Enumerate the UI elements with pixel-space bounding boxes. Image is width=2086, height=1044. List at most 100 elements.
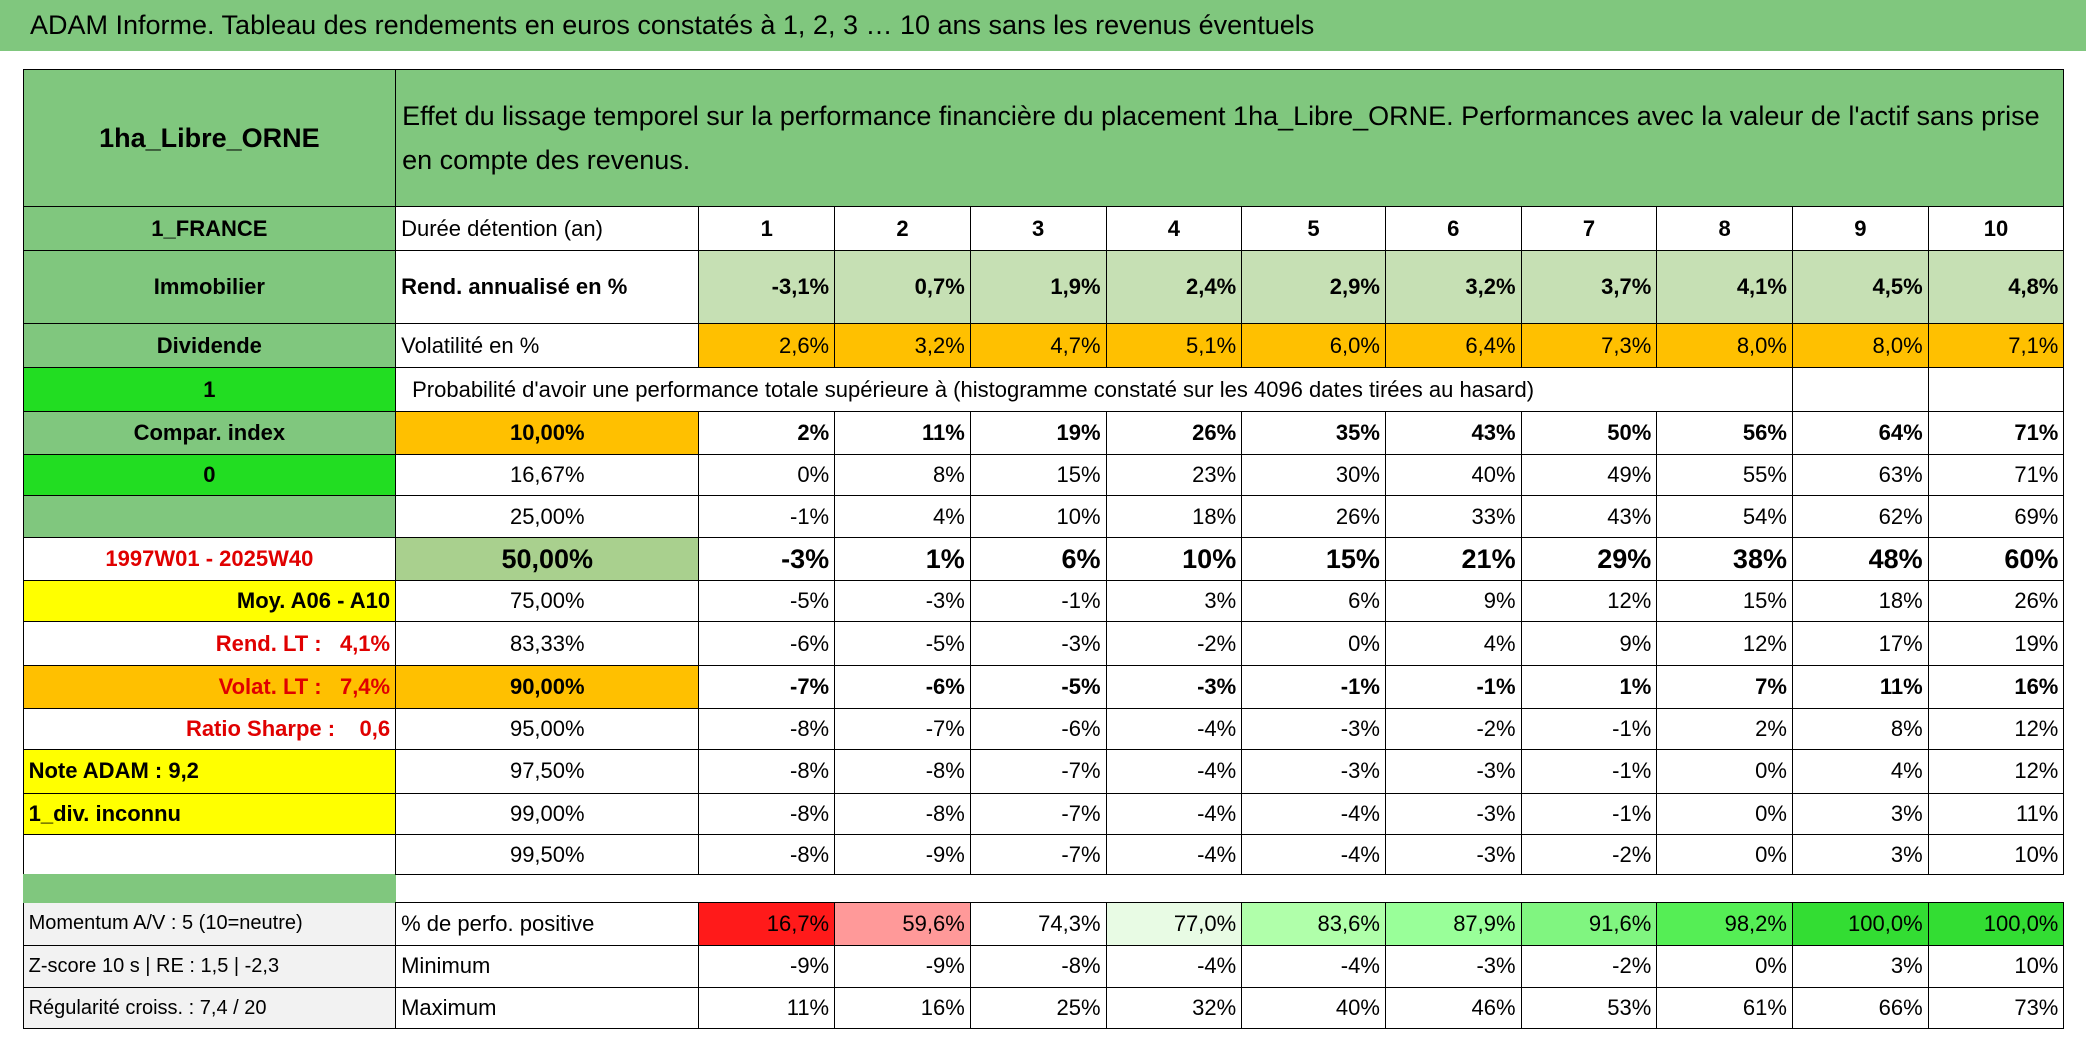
value-cell: 43% [1384, 411, 1522, 455]
value-cell: -4% [1105, 834, 1243, 876]
value-cell: 73% [1927, 987, 2065, 1030]
value-cell: 53% [1520, 987, 1658, 1030]
value-cell: 19% [969, 411, 1107, 455]
value-cell: -8% [698, 792, 836, 836]
row-label: 97,50% [395, 748, 700, 794]
side-cell: Ratio Sharpe : 0,6 [22, 707, 397, 750]
value-cell: 3,7% [1520, 250, 1658, 325]
value-cell: 33% [1384, 494, 1522, 539]
title-bar: ADAM Informe. Tableau des rendements en … [0, 0, 2086, 51]
value-cell: 26% [1927, 580, 2065, 623]
value-cell: -9% [834, 944, 971, 989]
value-cell: -5% [698, 580, 836, 623]
value-cell: 87,9% [1384, 901, 1522, 946]
value-cell: -9% [834, 834, 971, 876]
value-cell: -4% [1105, 707, 1243, 750]
value-cell: 8,0% [1656, 323, 1793, 369]
value-cell: 3,2% [834, 323, 971, 369]
value-cell: 11% [698, 987, 836, 1030]
value-cell: -1% [1520, 748, 1658, 794]
value-cell: -1% [1520, 707, 1658, 750]
column-header: 8 [1656, 206, 1793, 252]
value-cell: 18% [1105, 494, 1243, 539]
side-cell: Momentum A/V : 5 (10=neutre) [22, 901, 397, 946]
value-cell: 59,6% [834, 901, 971, 946]
value-cell: -4% [1241, 834, 1386, 876]
value-cell: -4% [1105, 792, 1243, 836]
side-cell: 1997W01 - 2025W40 [22, 537, 397, 582]
row-label: 10,00% [395, 411, 700, 455]
row-label: 99,00% [395, 792, 700, 836]
value-cell: 2,9% [1241, 250, 1386, 325]
value-cell: 7,1% [1927, 323, 2065, 369]
column-header: 10 [1927, 206, 2065, 252]
column-header: 2 [834, 206, 971, 252]
value-cell: 16% [1927, 665, 2065, 709]
row-label: 25,00% [395, 494, 700, 539]
row-label: 75,00% [395, 580, 700, 623]
value-cell: 69% [1927, 494, 2065, 539]
value-cell: 91,6% [1520, 901, 1658, 946]
value-cell: 16% [834, 987, 971, 1030]
value-cell: 0% [1656, 748, 1793, 794]
value-cell: 4,1% [1656, 250, 1793, 325]
value-cell: 2,4% [1105, 250, 1243, 325]
side-cell: Immobilier [22, 250, 397, 325]
value-cell: 46% [1384, 987, 1522, 1030]
value-cell: -5% [969, 665, 1107, 709]
value-cell: 66% [1791, 987, 1929, 1030]
value-cell: 63% [1791, 453, 1929, 496]
value-cell: 10% [1927, 834, 2065, 876]
value-cell: 6% [1241, 580, 1386, 623]
row-label: Volatilité en % [395, 323, 700, 369]
value-cell: -2% [1384, 707, 1522, 750]
value-cell: 3,2% [1384, 250, 1522, 325]
value-cell: 4,7% [969, 323, 1107, 369]
value-cell: 71% [1927, 453, 2065, 496]
row-label: 16,67% [395, 453, 700, 496]
value-cell: 5,1% [1105, 323, 1243, 369]
column-header: 6 [1384, 206, 1522, 252]
value-cell: 16,7% [698, 901, 836, 946]
value-cell: 100,0% [1791, 901, 1929, 946]
value-cell: -3% [1241, 748, 1386, 794]
value-cell: 6% [969, 537, 1107, 582]
value-cell: -3% [1384, 944, 1522, 989]
value-cell: -3% [1241, 707, 1386, 750]
value-cell: 18% [1791, 580, 1929, 623]
value-cell: 61% [1656, 987, 1793, 1030]
asset-name: 1ha_Libre_ORNE [22, 69, 397, 208]
value-cell: -1% [698, 494, 836, 539]
side-cell: Moy. A06 - A10 [22, 580, 397, 623]
value-cell: -5% [834, 621, 971, 667]
description: Effet du lissage temporel sur la perform… [395, 69, 2065, 208]
value-cell: -2% [1520, 834, 1658, 876]
value-cell: 17% [1791, 621, 1929, 667]
value-cell: 12% [1656, 621, 1793, 667]
value-cell: 9% [1384, 580, 1522, 623]
value-cell: -3% [698, 537, 836, 582]
value-cell: 11% [834, 411, 971, 455]
side-cell [22, 834, 397, 876]
value-cell: 7,3% [1520, 323, 1658, 369]
value-cell: -7% [969, 792, 1107, 836]
value-cell: 74,3% [969, 901, 1107, 946]
column-header: 5 [1241, 206, 1386, 252]
value-cell: 50% [1520, 411, 1658, 455]
value-cell: 48% [1791, 537, 1929, 582]
value-cell: 9% [1520, 621, 1658, 667]
value-cell: -4% [1105, 748, 1243, 794]
value-cell: 0% [698, 453, 836, 496]
value-cell: -3% [1384, 748, 1522, 794]
value-cell: 15% [969, 453, 1107, 496]
value-cell: 10% [1105, 537, 1243, 582]
value-cell: 25% [969, 987, 1107, 1030]
value-cell: -2% [1105, 621, 1243, 667]
side-cell: 1_FRANCE [22, 206, 397, 252]
value-cell: 77,0% [1105, 901, 1243, 946]
side-cell: 1 [22, 367, 397, 413]
column-header: 3 [969, 206, 1107, 252]
value-cell: 4% [834, 494, 971, 539]
row-label: Rend. annualisé en % [395, 250, 700, 325]
value-cell: -9% [698, 944, 836, 989]
